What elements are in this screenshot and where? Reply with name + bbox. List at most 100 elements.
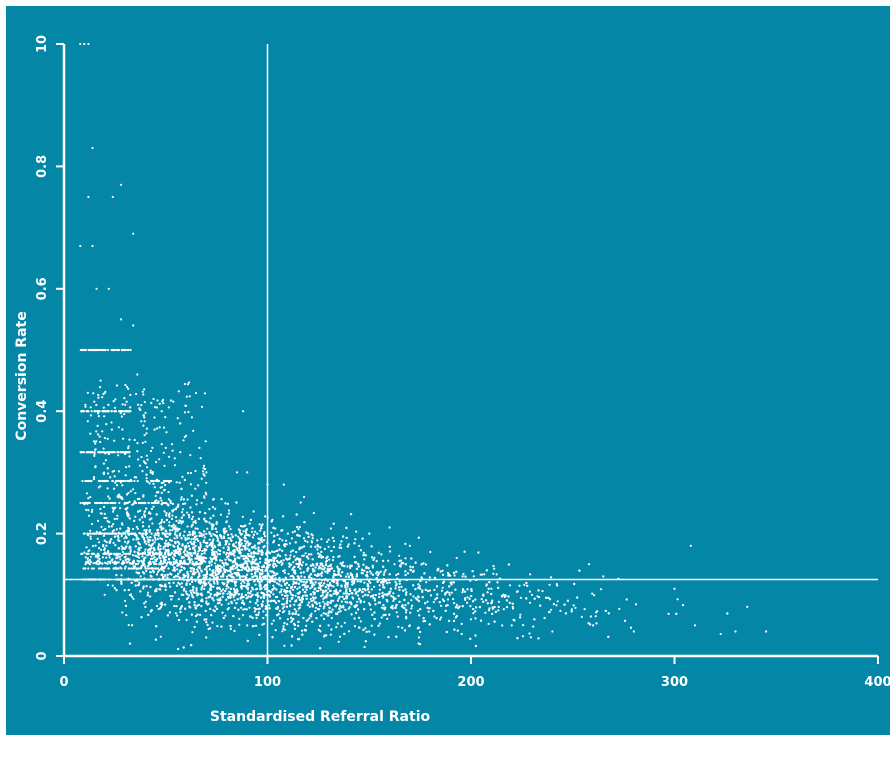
data-point bbox=[189, 454, 192, 457]
data-point bbox=[104, 527, 107, 531]
data-point bbox=[224, 561, 227, 564]
data-point bbox=[112, 541, 115, 545]
data-point bbox=[271, 550, 274, 553]
data-point bbox=[226, 556, 229, 559]
data-point bbox=[295, 513, 298, 516]
data-point bbox=[246, 540, 249, 544]
data-point bbox=[339, 589, 342, 592]
data-point bbox=[209, 583, 212, 587]
data-point bbox=[394, 581, 397, 584]
data-point bbox=[158, 556, 161, 559]
data-point bbox=[245, 560, 248, 563]
data-point bbox=[281, 549, 284, 552]
data-point bbox=[320, 567, 323, 570]
data-point bbox=[380, 606, 383, 609]
data-point bbox=[193, 548, 196, 552]
data-point bbox=[508, 601, 511, 604]
data-point bbox=[438, 618, 442, 621]
data-point bbox=[160, 552, 163, 555]
data-point bbox=[102, 505, 106, 508]
data-point bbox=[190, 592, 193, 595]
data-point bbox=[545, 596, 548, 599]
data-point bbox=[149, 471, 152, 474]
data-point bbox=[320, 572, 323, 575]
data-point bbox=[171, 449, 174, 452]
data-point bbox=[195, 620, 198, 623]
data-point bbox=[329, 589, 332, 593]
data-point bbox=[272, 562, 275, 565]
data-point bbox=[455, 605, 458, 609]
data-point bbox=[226, 515, 229, 518]
data-point bbox=[310, 599, 313, 603]
data-point bbox=[188, 545, 191, 548]
data-point bbox=[253, 610, 256, 613]
data-point bbox=[358, 597, 361, 600]
data-point bbox=[86, 391, 89, 394]
data-point bbox=[183, 382, 186, 386]
data-point bbox=[194, 607, 198, 610]
data-point bbox=[393, 597, 396, 601]
data-point bbox=[246, 573, 249, 576]
data-point bbox=[330, 549, 333, 553]
data-point bbox=[405, 617, 408, 620]
data-point bbox=[103, 539, 106, 542]
data-point bbox=[281, 539, 284, 542]
data-point bbox=[380, 553, 383, 556]
data-point bbox=[487, 587, 490, 590]
data-point bbox=[111, 470, 114, 473]
data-point bbox=[369, 603, 372, 607]
data-point bbox=[99, 507, 102, 511]
data-point bbox=[298, 547, 302, 550]
data-point bbox=[398, 588, 401, 592]
data-point bbox=[159, 563, 162, 566]
data-point bbox=[261, 553, 264, 556]
data-point bbox=[150, 554, 153, 557]
data-point bbox=[200, 534, 204, 538]
data-point bbox=[373, 556, 376, 560]
data-point bbox=[103, 436, 106, 440]
data-point bbox=[291, 612, 294, 615]
data-point bbox=[171, 514, 174, 517]
data-point bbox=[298, 534, 301, 537]
data-point bbox=[136, 442, 139, 445]
data-point bbox=[297, 565, 300, 569]
data-point bbox=[186, 498, 189, 501]
data-point bbox=[160, 491, 163, 494]
data-point bbox=[219, 575, 223, 578]
data-point bbox=[382, 565, 385, 568]
data-point bbox=[462, 589, 465, 592]
data-point bbox=[460, 632, 463, 636]
data-point bbox=[186, 550, 189, 554]
data-point bbox=[272, 593, 275, 596]
data-point bbox=[90, 510, 93, 513]
data-point bbox=[200, 581, 203, 584]
data-point bbox=[214, 527, 217, 530]
data-point bbox=[120, 497, 123, 500]
data-point bbox=[213, 594, 216, 597]
data-point bbox=[547, 596, 550, 599]
data-point bbox=[151, 557, 154, 560]
data-point bbox=[177, 572, 180, 576]
data-point bbox=[84, 556, 87, 559]
data-point bbox=[511, 607, 515, 610]
data-point bbox=[129, 348, 132, 352]
data-point bbox=[216, 537, 219, 540]
data-point bbox=[291, 619, 294, 622]
data-point bbox=[419, 608, 422, 611]
data-point bbox=[235, 602, 238, 605]
data-point bbox=[174, 542, 177, 545]
data-point bbox=[128, 546, 131, 550]
data-point bbox=[110, 559, 113, 562]
data-point bbox=[189, 552, 193, 555]
data-point bbox=[505, 606, 509, 609]
data-point bbox=[369, 608, 372, 611]
data-point bbox=[248, 548, 251, 552]
data-point bbox=[365, 630, 368, 633]
data-point bbox=[338, 607, 341, 610]
data-point bbox=[171, 529, 174, 532]
data-point bbox=[188, 531, 191, 534]
data-point bbox=[210, 588, 213, 591]
data-point bbox=[103, 391, 106, 395]
data-point bbox=[234, 584, 237, 587]
data-point bbox=[253, 544, 257, 547]
